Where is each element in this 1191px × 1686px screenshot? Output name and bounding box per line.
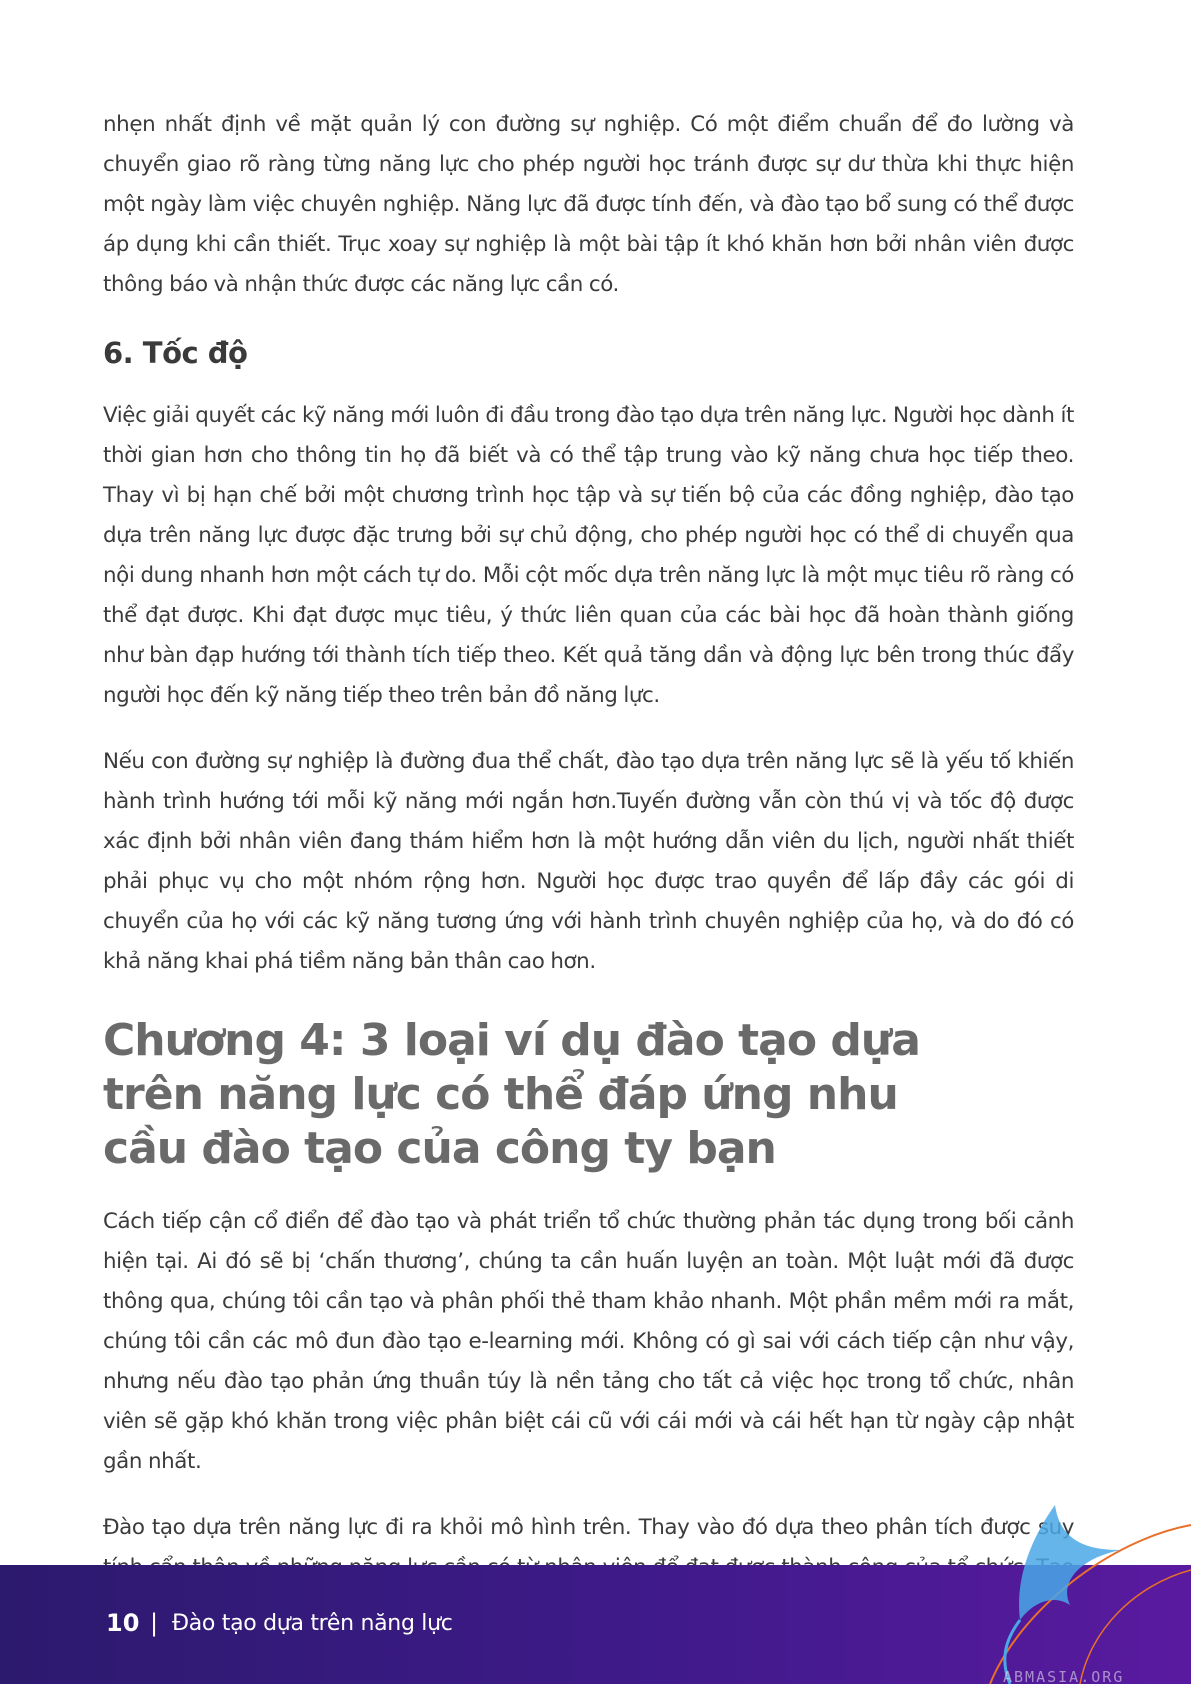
feather-logo-icon bbox=[989, 1505, 1191, 1684]
paragraph: Cách tiếp cận cổ điển để đào tạo và phát… bbox=[103, 1209, 1074, 1474]
paragraph: Nếu con đường sự nghiệp là đường đua thể… bbox=[103, 749, 1074, 974]
section-heading: 6. Tốc độ bbox=[103, 336, 248, 370]
watermark: ABMASIA.ORG bbox=[1003, 1668, 1125, 1686]
chapter-heading: Chương 4: 3 loại ví dụ đào tạo dựa trên … bbox=[103, 1015, 921, 1174]
footer-separator: | bbox=[150, 1609, 159, 1637]
page-content: nhẹn nhất định về mặt quản lý con đường … bbox=[103, 105, 1074, 1628]
page-footer: 10 | Đào tạo dựa trên năng lực bbox=[0, 1565, 1191, 1684]
paragraph: Việc giải quyết các kỹ năng mới luôn đi … bbox=[103, 403, 1074, 708]
footer-title: Đào tạo dựa trên năng lực bbox=[172, 1611, 453, 1636]
paragraph: nhẹn nhất định về mặt quản lý con đường … bbox=[103, 112, 1074, 297]
page-number: 10 bbox=[106, 1609, 140, 1637]
